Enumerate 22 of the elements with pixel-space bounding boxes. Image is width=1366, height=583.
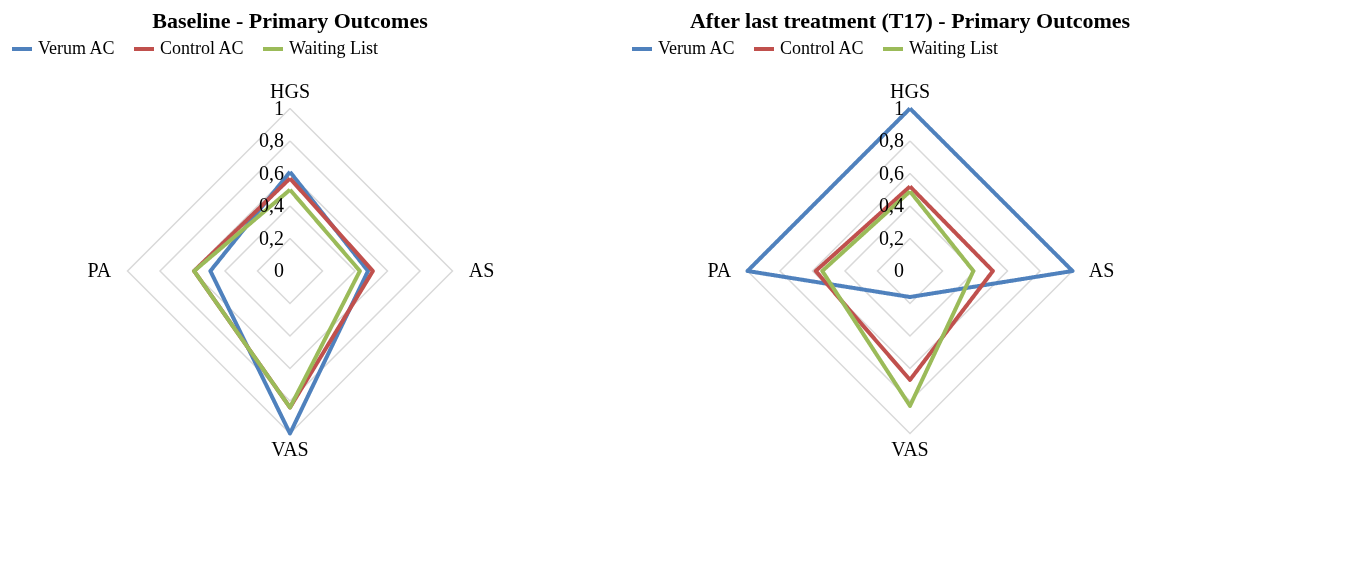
y-tick-label: 0,2 (879, 226, 904, 249)
spoke-label: AS (468, 259, 495, 281)
spoke-label: AS (1088, 259, 1115, 281)
y-tick-label: 0,6 (259, 161, 284, 184)
legend-label: Waiting List (909, 38, 999, 58)
spoke-label: PA (707, 259, 732, 281)
legend-label: Verum AC (38, 38, 115, 58)
legend-label: Control AC (160, 38, 244, 58)
spoke-label: VAS (271, 437, 309, 460)
legend-label: Verum AC (658, 38, 735, 58)
spoke-label: VAS (891, 437, 929, 460)
chart-title: After last treatment (T17) - Primary Outcomes (689, 8, 1131, 33)
y-tick-label: 0,8 (259, 129, 284, 151)
y-tick-label: 0 (274, 259, 284, 281)
chart-title: Baseline - Primary Outcomes (152, 8, 429, 33)
y-tick-label: 0,6 (879, 161, 904, 184)
y-tick-label: 0,8 (879, 129, 904, 151)
legend-label: Control AC (780, 38, 864, 58)
y-tick-label: 0,2 (259, 226, 284, 249)
legend-label: Waiting List (289, 38, 379, 58)
spoke-label: PA (87, 259, 112, 281)
y-tick-label: 0 (894, 259, 904, 281)
